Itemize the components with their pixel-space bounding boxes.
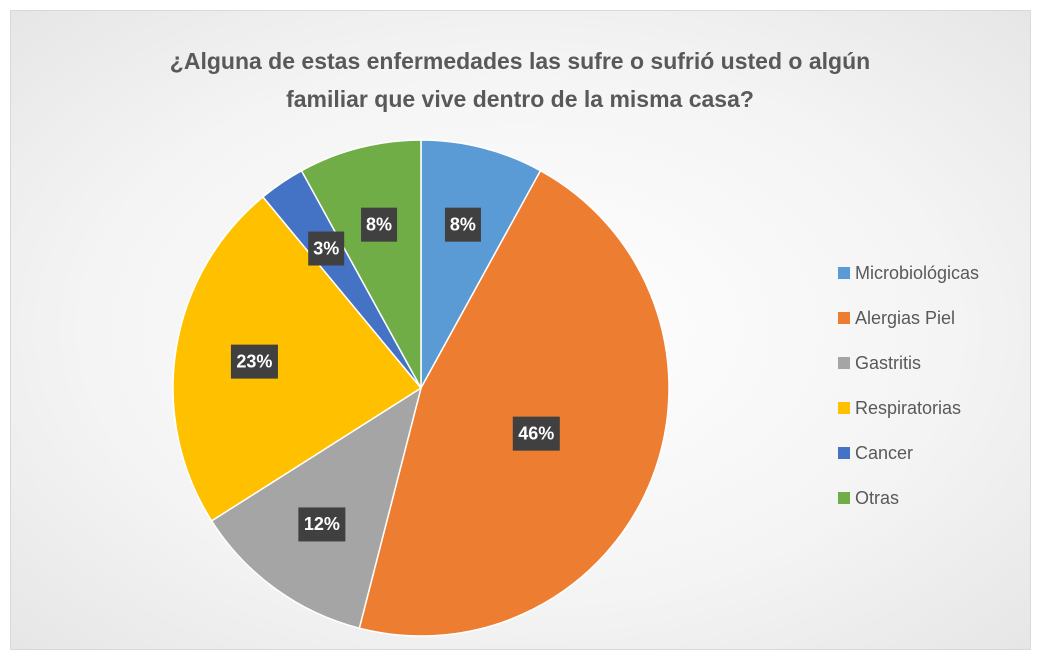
data-label-box [361, 207, 398, 242]
pie-slice [358, 169, 670, 637]
legend-label: Alergias Piel [855, 308, 955, 328]
legend-label: Gastritis [855, 353, 921, 373]
data-label-box [512, 416, 560, 451]
data-label-box [230, 344, 278, 379]
data-label: 46% [518, 423, 554, 443]
data-label: 8% [450, 214, 476, 234]
pie-slice [420, 139, 542, 389]
legend-label: Cancer [855, 443, 913, 463]
data-label-box [444, 207, 481, 242]
pie-slice [300, 139, 422, 389]
legend-swatch [838, 267, 850, 279]
legend-label: Otras [855, 488, 899, 508]
data-label: 12% [304, 514, 340, 534]
data-label: 8% [366, 214, 392, 234]
data-label: 3% [313, 238, 339, 258]
data-label-box [298, 507, 346, 542]
pie-slice [172, 195, 423, 522]
legend-swatch [838, 312, 850, 324]
legend-swatch [838, 357, 850, 369]
data-label-box [308, 231, 345, 266]
chart-title: ¿Alguna de estas enfermedades las sufre … [169, 48, 871, 112]
legend-label: Respiratorias [855, 398, 961, 418]
data-label: 23% [236, 351, 272, 371]
legend-label: Microbiológicas [855, 263, 979, 283]
legend-swatch [838, 402, 850, 414]
legend-swatch [838, 447, 850, 459]
legend-swatch [838, 492, 850, 504]
